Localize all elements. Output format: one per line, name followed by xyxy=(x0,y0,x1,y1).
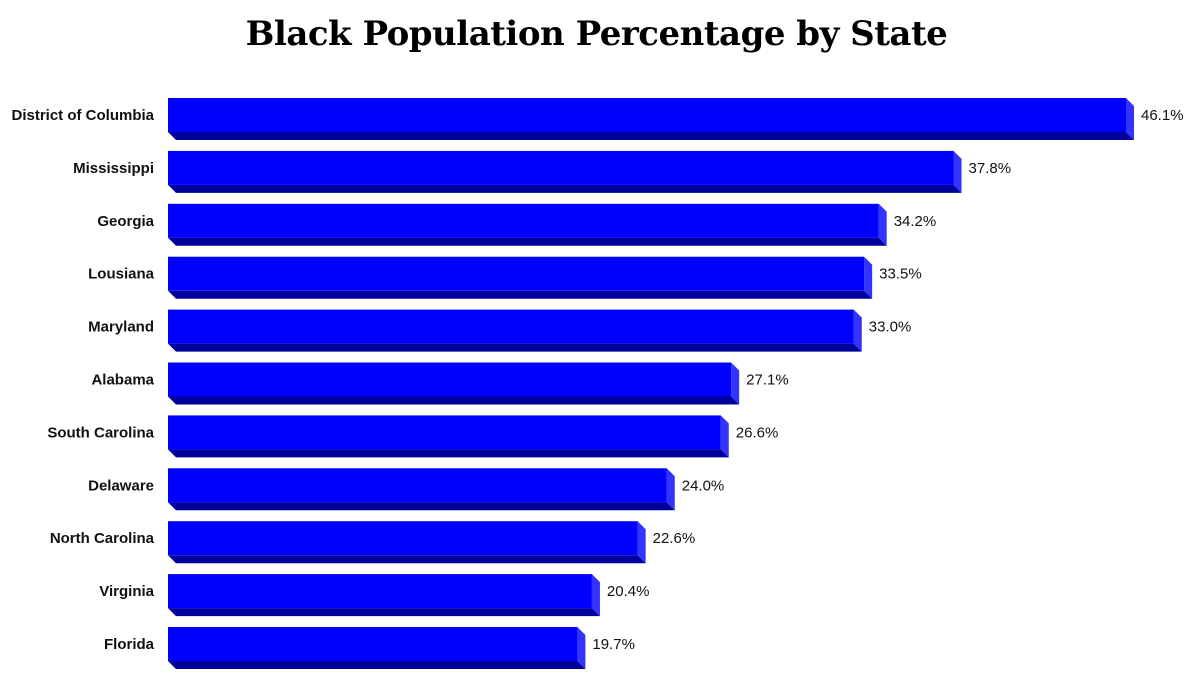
value-label: 26.6% xyxy=(736,424,779,441)
bar-side-face xyxy=(853,309,862,352)
bar-side-face xyxy=(878,203,887,246)
bar-side-face xyxy=(577,627,586,669)
bar-side-face xyxy=(637,521,646,564)
bar xyxy=(168,574,592,609)
bar xyxy=(168,362,732,397)
bar xyxy=(168,203,879,238)
bar-side-face xyxy=(666,468,675,511)
bar-bottom-face xyxy=(168,555,646,564)
bar-bottom-face xyxy=(168,396,740,405)
bar xyxy=(168,627,578,661)
bar xyxy=(168,468,667,503)
value-label: 22.6% xyxy=(653,530,696,547)
bar-group: Lousiana 33.5% xyxy=(88,256,922,299)
value-label: 37.8% xyxy=(969,160,1012,177)
value-label: 33.0% xyxy=(869,319,912,336)
category-label: Florida xyxy=(104,636,155,653)
bar-bottom-face xyxy=(168,237,887,246)
value-label: 27.1% xyxy=(746,372,789,389)
bar-group: North Carolina 22.6% xyxy=(50,521,696,564)
category-label: District of Columbia xyxy=(11,107,154,124)
bar-group: Florida 19.7% xyxy=(104,627,635,669)
bars-layer: District of Columbia 46.1% Mississippi 37.8… xyxy=(11,98,1184,669)
category-label: Virginia xyxy=(99,583,154,600)
bar xyxy=(168,150,954,185)
bar-group: Virginia 20.4% xyxy=(99,574,650,617)
value-label: 33.5% xyxy=(879,266,922,283)
bar-side-face xyxy=(731,362,740,405)
value-label: 46.1% xyxy=(1141,107,1184,124)
bar-bottom-face xyxy=(168,502,675,511)
category-label: South Carolina xyxy=(47,424,154,441)
bar-side-face xyxy=(720,415,729,458)
bar xyxy=(168,256,865,291)
bar-bottom-face xyxy=(168,449,729,458)
bar-group: Mississippi 37.8% xyxy=(73,150,1012,193)
bar xyxy=(168,521,638,556)
category-label: Maryland xyxy=(88,319,154,336)
chart-title: Black Population Percentage by State xyxy=(245,14,948,54)
bar-bottom-face xyxy=(168,290,873,299)
category-label: Lousiana xyxy=(88,266,155,283)
bar-bottom-face xyxy=(168,343,862,352)
bar-bottom-face xyxy=(168,661,586,669)
bar-side-face xyxy=(864,256,873,299)
category-label: North Carolina xyxy=(50,530,155,547)
bar-side-face xyxy=(591,574,600,617)
value-label: 24.0% xyxy=(682,477,725,494)
category-label: Mississippi xyxy=(73,160,154,177)
bar xyxy=(168,309,854,344)
category-label: Alabama xyxy=(91,372,154,389)
bar-side-face xyxy=(953,150,962,193)
bar-side-face xyxy=(1126,98,1134,140)
bar-group: Alabama 27.1% xyxy=(91,362,789,405)
bar-bottom-face xyxy=(168,184,962,193)
bar-group: Maryland 33.0% xyxy=(88,309,912,352)
bar-bottom-face xyxy=(168,608,600,617)
bar-group: Georgia 34.2% xyxy=(97,203,937,246)
bar-group: South Carolina 26.6% xyxy=(47,415,779,458)
bar-bottom-face xyxy=(168,132,1134,140)
category-label: Delaware xyxy=(88,477,154,494)
category-label: Georgia xyxy=(97,213,154,230)
value-label: 20.4% xyxy=(607,583,650,600)
bar-group: District of Columbia 46.1% xyxy=(11,98,1184,140)
value-label: 19.7% xyxy=(592,636,635,653)
bar xyxy=(168,415,721,450)
bar-group: Delaware 24.0% xyxy=(88,468,725,511)
bar xyxy=(168,98,1126,132)
value-label: 34.2% xyxy=(894,213,937,230)
